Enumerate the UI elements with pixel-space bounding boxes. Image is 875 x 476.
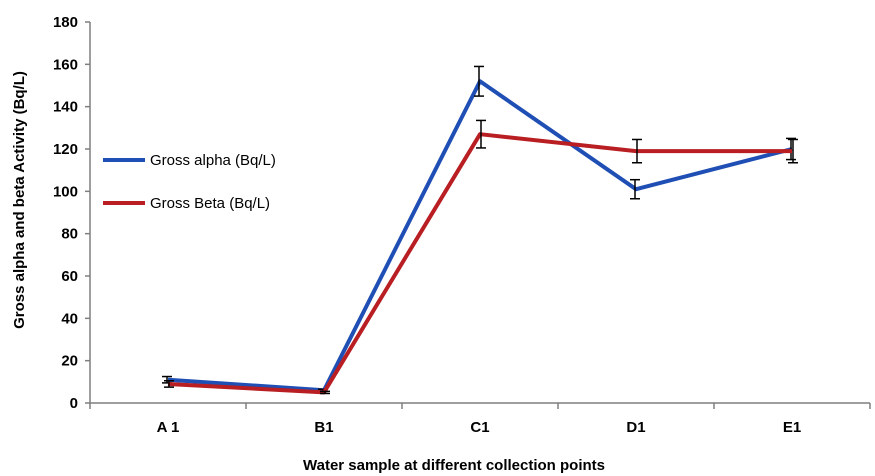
y-axis-label: Gross alpha and beta Activity (Bq/L) [11,71,28,329]
y-tick-label: 60 [61,268,78,285]
error-bar [164,380,174,388]
x-tick-label: A 1 [157,419,180,436]
y-tick-label: 80 [61,226,78,243]
series-line [167,79,793,393]
y-tick-label: 160 [53,56,78,73]
y-tick-label: 100 [53,183,78,200]
series-gross-alpha [162,65,796,393]
x-tick-label: D1 [626,419,645,436]
legend-label: Gross Beta (Bq/L) [150,195,270,212]
error-bar [630,178,640,200]
series-layer [162,65,798,395]
error-bar [632,138,642,164]
series-gross-beta [164,119,798,395]
x-tick-label: C1 [470,419,489,436]
y-tick-label: 20 [61,353,78,370]
y-tick-label: 140 [53,99,78,116]
error-bar [320,390,330,395]
y-tick-label: 40 [61,310,78,327]
y-tick-label: 180 [53,14,78,31]
error-bar [786,137,796,161]
x-axis-label: Water sample at different collection poi… [303,457,605,474]
legend-label: Gross alpha (Bq/L) [150,152,276,169]
x-tick-label: E1 [783,419,801,436]
legend-item: Gross alpha (Bq/L) [103,152,276,169]
y-tick-label: 120 [53,141,78,158]
legend: Gross alpha (Bq/L) Gross Beta (Bq/L) [103,152,276,212]
legend-item: Gross Beta (Bq/L) [103,195,270,212]
error-bar [788,138,798,164]
error-bar [476,119,486,149]
error-bar [474,65,484,97]
y-tick-label: 0 [70,395,78,412]
y-ticks: 0 20 40 60 80 100 120 140 160 180 [53,14,90,412]
x-tick-label: B1 [314,419,333,436]
x-ticks: A 1 B1 C1 D1 E1 [89,403,871,436]
